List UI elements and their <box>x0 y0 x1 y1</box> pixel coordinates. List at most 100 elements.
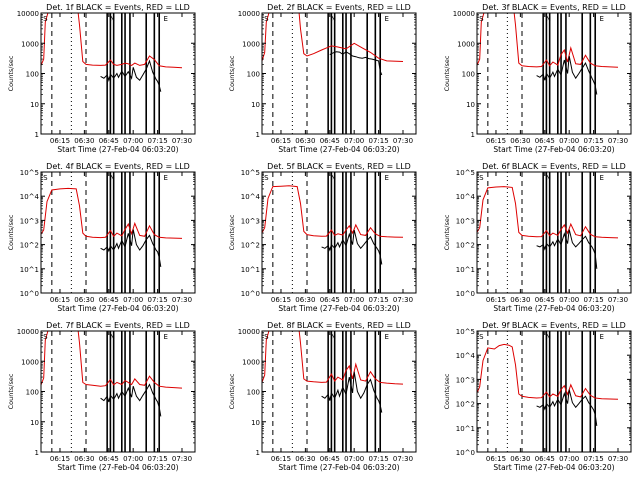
chart-6-x-tick-label: 06:45 <box>535 296 555 304</box>
chart-7-y-tick-label: 10 <box>30 419 39 427</box>
chart-4: Det. 4f BLACK = Events, RED = LLD S N E 10^0… <box>7 162 196 313</box>
chart-3-x-tick-label: 07:00 <box>559 137 579 145</box>
chart-1-title: Det. 1f BLACK = Events, RED = LLD <box>46 3 190 12</box>
chart-8-x-tick-label: 07:30 <box>393 455 413 463</box>
chart-6-y-tick-label: 10^3 <box>456 217 475 225</box>
chart-8-x-tick-label: 07:15 <box>368 455 388 463</box>
chart-3-marker-s: S <box>479 15 484 23</box>
chart-8-frame <box>261 330 417 453</box>
chart-5-x-axis-label: Start Time (27-Feb-04 06:03:20) <box>278 304 399 313</box>
chart-8-marker-s: S <box>264 333 269 341</box>
chart-3-frame <box>476 12 632 135</box>
chart-1-x-tick-label: 07:30 <box>172 137 192 145</box>
chart-5-x-tick-label: 07:15 <box>368 296 388 304</box>
chart-5-y-tick-label: 10^4 <box>241 193 261 201</box>
chart-4-series-events <box>100 229 162 267</box>
chart-9: Det. 9f BLACK = Events, RED = LLD S N E 10^0… <box>443 321 632 472</box>
chart-3-title: Det. 3f BLACK = Events, RED = LLD <box>482 3 626 12</box>
chart-7-frame <box>40 330 196 453</box>
chart-4-y-tick-label: 10^2 <box>20 242 39 250</box>
chart-9-y-tick-label: 10^5 <box>456 328 475 336</box>
chart-1-marker-s: S <box>43 15 48 23</box>
chart-4-x-tick-label: 07:00 <box>123 296 143 304</box>
chart-1-x-tick-label: 07:15 <box>147 137 167 145</box>
chart-2-series-events <box>329 51 383 76</box>
chart-4-series-lld <box>41 187 183 239</box>
chart-9-y-tick-label: 10^2 <box>456 401 475 409</box>
chart-9-frame <box>476 330 632 453</box>
chart-2-x-tick-label: 06:45 <box>320 137 340 145</box>
chart-4-x-tick-label: 06:30 <box>74 296 94 304</box>
chart-6: Det. 6f BLACK = Events, RED = LLD S N E 10^0… <box>443 162 632 313</box>
chart-9-series-events <box>536 389 598 426</box>
chart-5-x-tick-label: 06:15 <box>271 296 291 304</box>
chart-4-y-tick-label: 10^4 <box>20 193 40 201</box>
chart-5-y-tick-label: 10^1 <box>241 266 260 274</box>
chart-8-marker-e: E <box>384 333 388 341</box>
chart-5-x-tick-label: 06:30 <box>295 296 315 304</box>
chart-5-marker-s: S <box>264 174 269 182</box>
chart-3-series-lld <box>477 13 619 68</box>
chart-2-x-tick-label: 07:30 <box>393 137 413 145</box>
chart-5-y-tick-label: 10^0 <box>241 290 260 298</box>
chart-6-x-axis-label: Start Time (27-Feb-04 06:03:20) <box>493 304 614 313</box>
chart-2-y-tick-label: 10000 <box>238 10 260 18</box>
chart-7-x-tick-label: 07:00 <box>123 455 143 463</box>
chart-8-y-axis-label: Counts/sec <box>228 373 236 409</box>
chart-8-x-axis-label: Start Time (27-Feb-04 06:03:20) <box>278 463 399 472</box>
chart-4-y-tick-label: 10^3 <box>20 217 39 225</box>
chart-6-guide-lines <box>487 172 597 293</box>
chart-1-guide-lines <box>51 13 161 134</box>
chart-1-frame <box>40 12 196 135</box>
chart-8-y-tick-label: 10000 <box>238 328 260 336</box>
chart-5-series-events <box>321 229 383 265</box>
chart-4-x-tick-label: 06:45 <box>99 296 119 304</box>
chart-2-x-axis-label: Start Time (27-Feb-04 06:03:20) <box>278 145 399 154</box>
chart-9-y-tick-label: 10^0 <box>456 449 475 457</box>
chart-9-x-axis-label: Start Time (27-Feb-04 06:03:20) <box>493 463 614 472</box>
chart-5-guide-lines <box>272 172 382 293</box>
chart-9-x-tick-label: 06:45 <box>535 455 555 463</box>
chart-1-y-tick-label: 100 <box>26 71 39 79</box>
chart-8-marker-n: N <box>331 333 336 341</box>
chart-5-marker-n: N <box>331 174 336 182</box>
chart-6-x-tick-label: 06:15 <box>486 296 506 304</box>
chart-4-x-tick-label: 07:30 <box>172 296 192 304</box>
chart-6-frame <box>476 171 632 294</box>
chart-6-marker-e: E <box>599 174 603 182</box>
chart-3-x-tick-label: 06:45 <box>535 137 555 145</box>
chart-4-title: Det. 4f BLACK = Events, RED = LLD <box>46 162 190 171</box>
chart-5-y-tick-label: 10^3 <box>241 217 260 225</box>
chart-2-frame <box>261 12 417 135</box>
chart-1-x-axis-label: Start Time (27-Feb-04 06:03:20) <box>57 145 178 154</box>
chart-2-marker-n: N <box>331 15 336 23</box>
chart-1-y-tick-label: 1 <box>35 131 39 139</box>
chart-8-x-tick-label: 06:30 <box>295 455 315 463</box>
chart-2-y-tick-label: 1000 <box>242 40 260 48</box>
chart-5-x-tick-label: 06:45 <box>320 296 340 304</box>
chart-6-x-tick-label: 07:30 <box>608 296 628 304</box>
chart-7-guide-lines <box>51 331 161 452</box>
chart-5-y-axis-label: Counts/sec <box>228 214 236 250</box>
chart-7-x-tick-label: 06:30 <box>74 455 94 463</box>
chart-3-x-tick-label: 06:15 <box>486 137 506 145</box>
chart-1-y-tick-label: 10000 <box>17 10 39 18</box>
chart-4-frame <box>40 171 196 294</box>
chart-8-x-tick-label: 06:45 <box>320 455 340 463</box>
chart-2: Det. 2f BLACK = Events, RED = LLD S N E 1 10 1… <box>228 3 417 154</box>
chart-7-y-tick-label: 100 <box>26 389 39 397</box>
chart-9-y-tick-label: 10^3 <box>456 376 475 384</box>
chart-4-x-axis-label: Start Time (27-Feb-04 06:03:20) <box>57 304 178 313</box>
chart-4-marker-e: E <box>163 174 167 182</box>
chart-7-y-tick-label: 1000 <box>21 358 39 366</box>
chart-7-marker-e: E <box>163 333 167 341</box>
chart-4-y-tick-label: 10^0 <box>20 290 39 298</box>
chart-2-y-tick-label: 100 <box>247 71 260 79</box>
chart-1-series-lld <box>41 13 183 69</box>
chart-6-series-lld <box>477 186 619 239</box>
chart-5-y-tick-label: 10^5 <box>241 169 260 177</box>
chart-9-x-tick-label: 07:15 <box>583 455 603 463</box>
chart-2-series-lld <box>262 13 404 63</box>
chart-5-frame <box>261 171 417 294</box>
